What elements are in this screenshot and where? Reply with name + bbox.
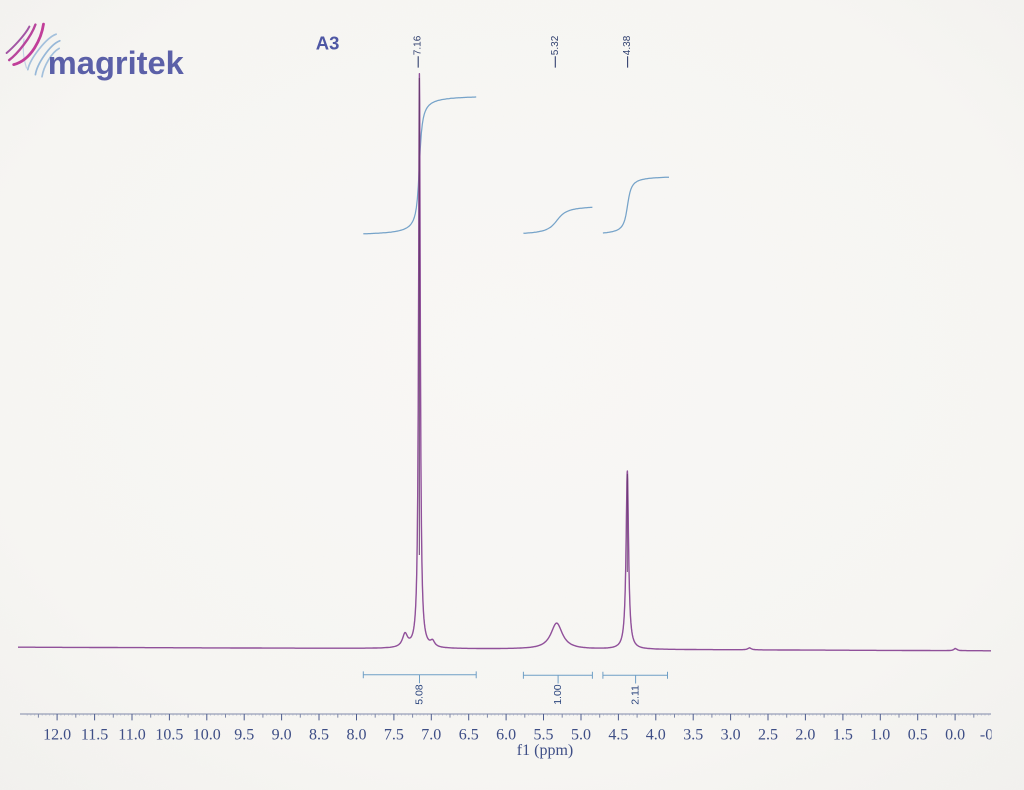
svg-text:5.08: 5.08 — [414, 684, 426, 705]
svg-text:4.0: 4.0 — [646, 726, 666, 743]
svg-text:5.0: 5.0 — [571, 726, 591, 743]
svg-text:3.5: 3.5 — [683, 726, 703, 743]
svg-text:A3: A3 — [316, 32, 340, 53]
svg-text:4.5: 4.5 — [608, 726, 628, 743]
svg-text:1.00: 1.00 — [552, 684, 564, 705]
svg-text:6.0: 6.0 — [496, 726, 516, 743]
svg-text:8.0: 8.0 — [347, 726, 367, 743]
svg-text:5.32: 5.32 — [550, 35, 561, 55]
svg-text:4.38: 4.38 — [622, 35, 633, 55]
svg-text:11.0: 11.0 — [118, 726, 145, 743]
svg-text:10.0: 10.0 — [193, 726, 221, 743]
svg-text:2.0: 2.0 — [795, 726, 815, 743]
svg-text:5.5: 5.5 — [534, 726, 554, 743]
svg-text:0.5: 0.5 — [908, 726, 928, 743]
svg-text:f1 (ppm): f1 (ppm) — [517, 742, 573, 759]
svg-text:7.16: 7.16 — [413, 35, 424, 55]
svg-text:12.0: 12.0 — [43, 726, 71, 743]
svg-text:0.0: 0.0 — [945, 726, 965, 743]
svg-text:2.11: 2.11 — [629, 685, 641, 705]
svg-text:6.5: 6.5 — [459, 726, 479, 743]
svg-text:2.5: 2.5 — [758, 726, 778, 743]
svg-text:1.0: 1.0 — [870, 726, 890, 743]
svg-text:7.0: 7.0 — [421, 726, 441, 743]
svg-text:10.5: 10.5 — [155, 726, 183, 743]
svg-text:magritek: magritek — [48, 45, 184, 81]
svg-text:1.5: 1.5 — [833, 726, 853, 743]
svg-text:8.5: 8.5 — [309, 726, 329, 743]
svg-text:3.0: 3.0 — [721, 726, 741, 743]
svg-text:-0.5: -0.5 — [980, 726, 1005, 743]
svg-text:11.5: 11.5 — [81, 726, 108, 743]
svg-text:9.5: 9.5 — [234, 726, 254, 743]
svg-text:9.0: 9.0 — [272, 726, 292, 743]
svg-text:7.5: 7.5 — [384, 726, 404, 743]
